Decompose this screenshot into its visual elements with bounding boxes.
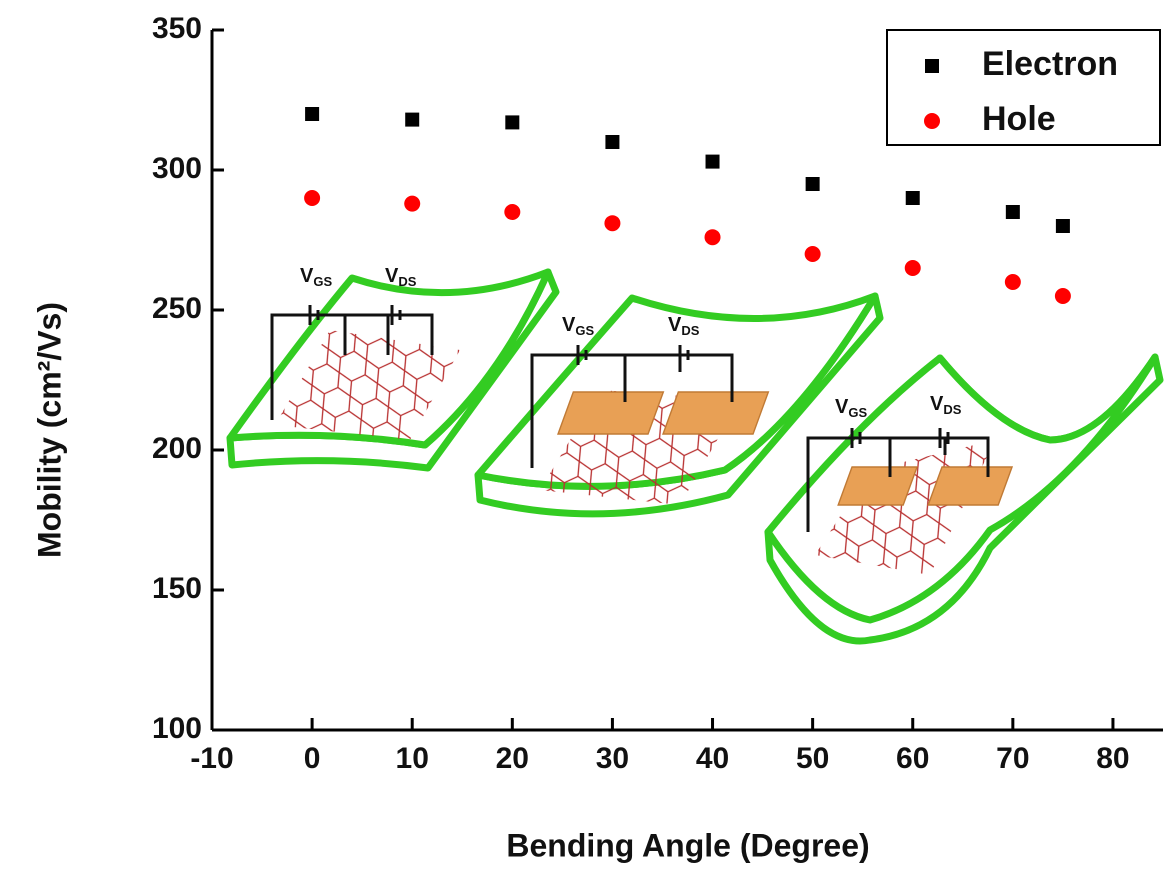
x-tick-label: 10 [396, 742, 429, 775]
x-tick-label: 50 [796, 742, 829, 775]
x-tick-label: 30 [596, 742, 629, 775]
hole-point [904, 260, 921, 276]
electron-point [905, 191, 920, 205]
electron-point [1005, 205, 1020, 219]
svg-text:VDS: VDS [930, 393, 962, 417]
hole-point [704, 229, 721, 246]
hole-point [304, 190, 321, 206]
device-illustration: VGS VDS [474, 292, 884, 518]
y-tick-label: 250 [152, 292, 202, 325]
electron-point [705, 154, 720, 169]
y-axis-title: Mobility (cm²/Vs) [31, 302, 67, 558]
y-tick-label: 350 [152, 12, 202, 45]
x-tick-label: 80 [1096, 742, 1129, 775]
y-tick-label: 100 [152, 712, 202, 745]
electron-point [805, 177, 820, 191]
x-tick-label: 40 [696, 742, 729, 775]
y-tick-label: 150 [152, 572, 202, 605]
svg-text:VGS: VGS [835, 396, 867, 420]
x-tick-label: -10 [190, 742, 233, 775]
x-axis-title: Bending Angle (Degree) [506, 827, 869, 863]
device-illustration: VGS VDS [764, 353, 1164, 645]
x-tick-label: 60 [896, 742, 929, 775]
hole-point [604, 215, 621, 232]
x-tick-label: 70 [996, 742, 1029, 775]
electron-point [305, 107, 320, 121]
hole-point [804, 246, 821, 262]
hole-point [404, 195, 421, 212]
electron-point [505, 115, 520, 130]
device-illustration: VGS VDS [226, 265, 560, 472]
legend-label: Hole [982, 100, 1056, 138]
electron-point [605, 135, 620, 149]
hole-point [504, 204, 521, 220]
electron-point [1055, 219, 1070, 233]
svg-text:VDS: VDS [385, 265, 417, 289]
hole-point [1004, 274, 1021, 290]
legend-marker [925, 59, 939, 73]
x-tick-label: 20 [496, 742, 529, 775]
electron-point [405, 112, 420, 127]
legend-label: Electron [982, 45, 1118, 83]
svg-text:VGS: VGS [300, 265, 332, 289]
legend-marker [924, 113, 940, 129]
svg-text:VDS: VDS [668, 314, 700, 338]
y-tick-label: 200 [152, 432, 202, 465]
legend-box [886, 29, 1161, 146]
hole-point [1054, 288, 1071, 304]
x-tick-label: 0 [304, 742, 321, 775]
y-tick-label: 300 [152, 152, 202, 185]
svg-text:VGS: VGS [562, 314, 594, 338]
